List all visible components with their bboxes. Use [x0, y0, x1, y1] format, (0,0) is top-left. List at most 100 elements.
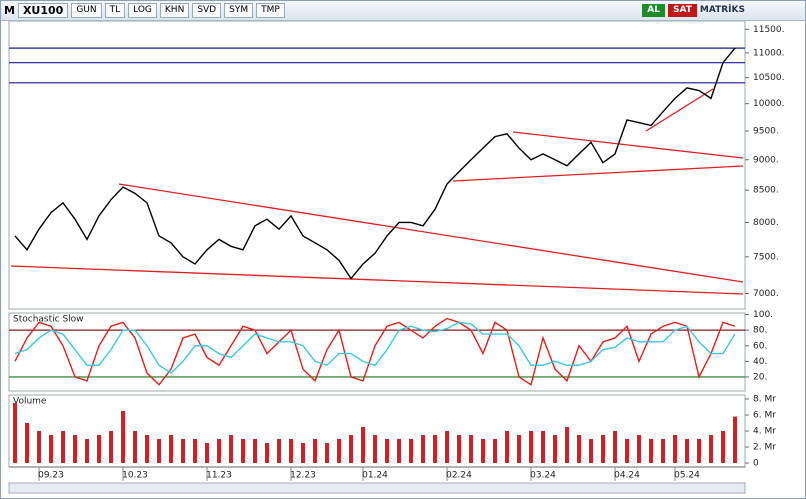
bar: [397, 439, 401, 463]
bar: [565, 427, 569, 463]
bar: [97, 435, 101, 463]
y-tick-label: 10500.: [753, 73, 785, 83]
bar: [313, 439, 317, 463]
y-tick-label: 9500.: [753, 126, 779, 136]
price-frame: [8, 21, 746, 310]
bar: [241, 439, 245, 463]
chart: 7000. 7500. 8000. 8500. 9000. 9500. 10000. 1050…: [8, 21, 785, 494]
bar: [385, 439, 389, 463]
y-tick-label: 8. Mr: [753, 395, 776, 405]
panel-title: Volume: [13, 397, 47, 407]
bar: [361, 427, 365, 463]
series-line: [14, 317, 736, 386]
trend-line: [452, 165, 744, 182]
y-tick-label: 100.: [753, 310, 773, 320]
y-tick-label: 80.: [753, 326, 767, 336]
toolbar-button[interactable]: SVD: [192, 3, 222, 18]
x-tick-label: 02.24: [446, 471, 472, 481]
x-tick-label: 03.24: [530, 471, 556, 481]
y-tick-label: 20.: [753, 372, 767, 382]
bar: [697, 439, 701, 463]
bar: [445, 431, 449, 463]
bar: [553, 435, 557, 463]
bar: [277, 439, 281, 463]
x-tick-label: 10.23: [122, 471, 148, 481]
y-tick-label: 4. Mr: [753, 427, 776, 437]
bar: [145, 435, 149, 463]
bar: [73, 435, 77, 463]
series-line: [14, 47, 736, 280]
trend-line: [10, 265, 744, 295]
bar: [589, 439, 593, 463]
bar: [505, 431, 509, 463]
toolbar-button[interactable]: TMP: [256, 3, 285, 18]
bar: [337, 439, 341, 463]
bar: [85, 439, 89, 463]
bar: [685, 439, 689, 463]
bar: [613, 431, 617, 463]
bar: [673, 435, 677, 463]
scrollbar[interactable]: [8, 482, 746, 494]
bar: [625, 439, 629, 463]
y-tick-label: 11000.: [753, 48, 785, 58]
bar: [517, 435, 521, 463]
x-tick-label: 01.24: [362, 471, 388, 481]
bar: [157, 439, 161, 463]
toolbar-button[interactable]: LOG: [128, 3, 157, 18]
trend-lines: [10, 88, 744, 295]
toolbar-button[interactable]: KHN: [159, 3, 190, 18]
y-tick-label: 8500.: [753, 186, 779, 196]
bar: [265, 443, 269, 463]
bar: [205, 443, 209, 463]
bar: [481, 439, 485, 463]
bar: [181, 439, 185, 463]
toolbar-button[interactable]: GUN: [71, 3, 102, 18]
bar: [661, 439, 665, 463]
bar: [733, 416, 737, 463]
x-tick-label: 05.24: [674, 471, 700, 481]
y-tick-label: 0: [753, 459, 759, 469]
trend-line: [645, 88, 714, 132]
bar: [409, 439, 413, 463]
bar: [13, 403, 17, 463]
y-tick-label: 2. Mr: [753, 443, 776, 453]
sell-button[interactable]: SAT: [668, 4, 697, 17]
brand: MATRİKS: [699, 5, 745, 15]
x-tick-label: 11.23: [206, 471, 232, 481]
trade-group: AL SAT MATRİKS: [642, 4, 805, 17]
symbol[interactable]: XU100: [17, 3, 69, 18]
x-tick-label: 09.23: [38, 471, 64, 481]
bar: [349, 435, 353, 463]
panel-title: Stochastic Slow: [13, 315, 84, 325]
bar: [325, 443, 329, 463]
stoch-frame: [8, 312, 746, 392]
y-tick-label: 8000.: [753, 218, 779, 228]
bar: [109, 431, 113, 463]
bar: [217, 439, 221, 463]
symbol-prefix[interactable]: M: [4, 4, 15, 17]
series-line: [14, 321, 736, 374]
bar: [49, 435, 53, 463]
bar: [229, 435, 233, 463]
button-group: GUN TL LOG KHN SVD SYM TMP: [71, 3, 285, 18]
y-tick-label: 7500.: [753, 252, 779, 262]
bar: [37, 431, 41, 463]
bar: [289, 439, 293, 463]
trend-line: [512, 131, 744, 159]
y-tick-label: 60.: [753, 341, 767, 351]
y-tick-label: 9000.: [753, 155, 779, 165]
bar: [577, 435, 581, 463]
bar: [193, 439, 197, 463]
bar: [529, 431, 533, 463]
bar: [421, 435, 425, 463]
bar: [169, 435, 173, 463]
toolbar-button[interactable]: TL: [104, 3, 126, 18]
y-tick-label: 6. Mr: [753, 411, 776, 421]
bar: [25, 423, 29, 463]
toolbar-button[interactable]: SYM: [224, 3, 254, 18]
bar: [601, 435, 605, 463]
buy-button[interactable]: AL: [642, 4, 665, 17]
x-tick-label: 12.23: [290, 471, 316, 481]
bar: [301, 443, 305, 463]
